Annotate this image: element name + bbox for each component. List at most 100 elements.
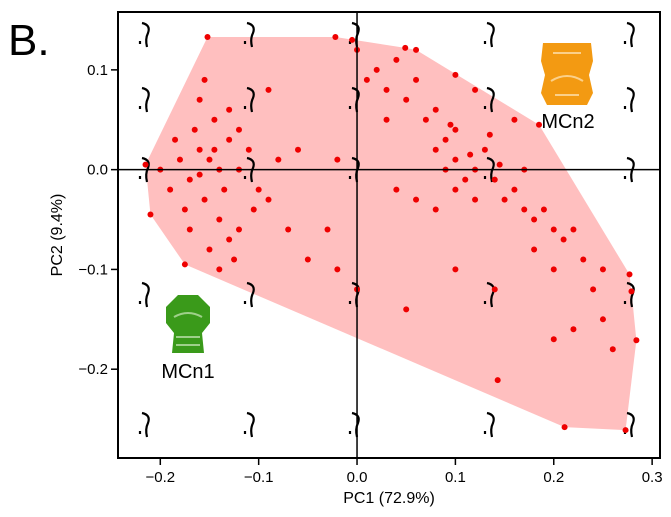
point bbox=[142, 161, 149, 168]
point bbox=[550, 336, 557, 343]
point bbox=[521, 206, 528, 213]
point bbox=[235, 126, 242, 133]
point bbox=[511, 116, 518, 123]
point bbox=[403, 96, 410, 103]
point bbox=[176, 156, 183, 163]
point bbox=[432, 146, 439, 153]
point bbox=[491, 286, 498, 293]
icon-shape bbox=[541, 43, 593, 105]
point bbox=[511, 186, 518, 193]
point bbox=[334, 266, 341, 273]
point bbox=[481, 146, 488, 153]
point bbox=[550, 266, 557, 273]
point bbox=[494, 377, 501, 384]
x-tick-label: 0.2 bbox=[543, 469, 564, 486]
point bbox=[393, 186, 400, 193]
point bbox=[196, 171, 203, 178]
point bbox=[561, 424, 568, 431]
point bbox=[491, 176, 498, 183]
x-tick-label: −0.2 bbox=[145, 469, 175, 486]
point bbox=[235, 226, 242, 233]
point bbox=[201, 76, 208, 83]
point bbox=[172, 136, 179, 143]
point bbox=[413, 196, 420, 203]
point bbox=[332, 33, 339, 40]
point bbox=[393, 56, 400, 63]
shape-glyph bbox=[138, 156, 150, 183]
point bbox=[226, 106, 233, 113]
shape-glyph bbox=[348, 281, 360, 308]
x-tick-label: 0.3 bbox=[642, 469, 663, 486]
point bbox=[204, 33, 211, 40]
point bbox=[226, 236, 233, 243]
point bbox=[580, 256, 587, 263]
shape-glyph bbox=[243, 21, 255, 48]
point bbox=[432, 106, 439, 113]
shape-glyph bbox=[138, 21, 150, 48]
point bbox=[536, 121, 543, 128]
point bbox=[181, 261, 188, 268]
point bbox=[628, 288, 635, 295]
point bbox=[462, 176, 469, 183]
point bbox=[452, 126, 459, 133]
point bbox=[221, 186, 228, 193]
point bbox=[373, 66, 380, 73]
point bbox=[570, 326, 577, 333]
shape-glyph bbox=[243, 156, 255, 183]
shape-glyph bbox=[348, 86, 360, 113]
convex-hull bbox=[145, 36, 637, 431]
point bbox=[201, 196, 208, 203]
point bbox=[467, 151, 474, 158]
panel-label: B. bbox=[8, 16, 50, 65]
point bbox=[486, 131, 493, 138]
point bbox=[324, 226, 331, 233]
point bbox=[211, 146, 218, 153]
icon-detail bbox=[173, 312, 203, 346]
point bbox=[334, 156, 341, 163]
point bbox=[599, 316, 606, 323]
y-tick-label: 0.0 bbox=[87, 162, 108, 179]
point bbox=[422, 116, 429, 123]
point bbox=[206, 156, 213, 163]
point bbox=[599, 266, 606, 273]
shape-glyph bbox=[483, 411, 495, 438]
point bbox=[472, 196, 479, 203]
shape-glyph bbox=[483, 156, 495, 183]
point bbox=[540, 206, 547, 213]
point bbox=[432, 206, 439, 213]
y-tick-label: −0.1 bbox=[78, 261, 108, 278]
point bbox=[402, 44, 409, 51]
point bbox=[295, 146, 302, 153]
point bbox=[452, 186, 459, 193]
point bbox=[633, 337, 640, 344]
point bbox=[570, 226, 577, 233]
point bbox=[186, 176, 193, 183]
point bbox=[226, 136, 233, 143]
point bbox=[403, 306, 410, 313]
point bbox=[191, 126, 198, 133]
x-tick-label: 0.0 bbox=[347, 469, 368, 486]
point bbox=[452, 266, 459, 273]
shape-glyph bbox=[348, 156, 360, 183]
point bbox=[442, 136, 449, 143]
point bbox=[452, 156, 459, 163]
point bbox=[590, 286, 597, 293]
point bbox=[349, 36, 356, 43]
point bbox=[622, 427, 629, 434]
point bbox=[452, 71, 459, 78]
mcn2-icon bbox=[541, 43, 593, 105]
point bbox=[285, 226, 292, 233]
x-tick-label: −0.1 bbox=[244, 469, 274, 486]
y-axis-title: PC2 (9.4%) bbox=[49, 194, 66, 277]
point bbox=[560, 236, 567, 243]
point bbox=[363, 76, 370, 83]
shape-glyph bbox=[138, 281, 150, 308]
shape-glyph bbox=[483, 21, 495, 48]
point bbox=[250, 206, 257, 213]
point bbox=[383, 86, 390, 93]
shape-glyph bbox=[243, 281, 255, 308]
icon-shape bbox=[166, 295, 210, 353]
plot-frame bbox=[117, 11, 661, 459]
point bbox=[231, 256, 238, 263]
